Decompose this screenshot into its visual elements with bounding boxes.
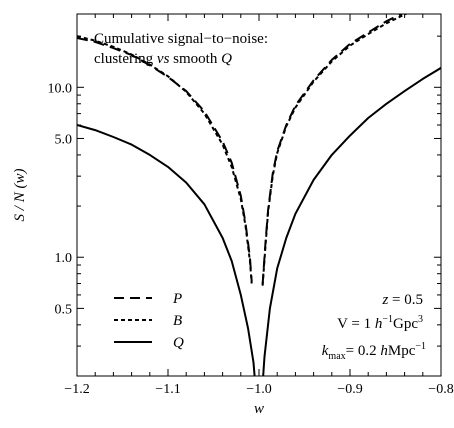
y-tick-label: 10.0 — [48, 81, 73, 96]
data-series — [77, 14, 441, 376]
annotation-redshift: z = 0.5 — [381, 292, 423, 308]
x-tick-label: −1.0 — [246, 382, 271, 397]
y-tick-label: 0.5 — [55, 302, 73, 317]
legend: P B Q — [114, 291, 184, 351]
axis-ticks: −1.2 −1.1 −1.0 −0.9 −0.8 0.5 1.0 5.0 10.0 — [48, 14, 454, 397]
x-tick-label: −0.9 — [337, 382, 362, 397]
annotation-volume: V = 1 h−1Gpc3 — [337, 314, 423, 332]
legend-label-q: Q — [173, 335, 184, 351]
y-tick-label: 1.0 — [55, 251, 73, 266]
chart-subtitle: clustering vs smooth Q — [94, 51, 232, 67]
series-p-line — [77, 14, 404, 285]
x-tick-label: −1.1 — [155, 382, 180, 397]
x-tick-label: −1.2 — [64, 382, 89, 397]
y-tick-label: 5.0 — [55, 132, 73, 147]
series-b-line — [77, 14, 409, 286]
y-axis-label: S / N (w) — [12, 169, 28, 222]
x-tick-label: −0.8 — [428, 382, 453, 397]
series-q-line — [77, 67, 441, 376]
legend-label-p: P — [172, 291, 182, 307]
legend-label-b: B — [173, 313, 182, 329]
annotation-kmax: kmax= 0.2 hMpc−1 — [322, 341, 426, 362]
chart-title: Cumulative signal−to−noise: — [94, 31, 268, 47]
x-axis-label: w — [254, 401, 264, 417]
